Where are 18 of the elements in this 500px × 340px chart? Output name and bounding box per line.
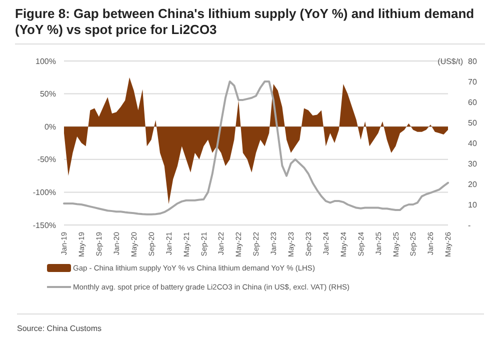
y2-axis-title: (US$/t) <box>438 56 464 66</box>
chart-title: Figure 8: Gap between China's lithium supply (YoY %) and lithium demand (YoY %) vs spot price for Li2CO3 <box>15 6 474 37</box>
y2-tick-label: - <box>468 220 471 230</box>
source-note: Source: China Customs <box>17 324 102 333</box>
y2-tick-label: 40 <box>468 138 478 148</box>
y-tick-label: 100% <box>36 56 56 66</box>
y2-tick-label: 50 <box>468 118 478 128</box>
y-tick-label: -50% <box>37 155 56 164</box>
y2-tick-label: 70 <box>468 77 478 86</box>
y-tick-label: -150% <box>32 220 56 230</box>
y2-tick-label: 60 <box>468 98 478 107</box>
y2-tick-label: 30 <box>468 159 478 168</box>
y-tick-label: 0% <box>44 122 56 132</box>
y2-tick-label: 10 <box>468 200 478 210</box>
y-tick-label: 50% <box>40 90 56 99</box>
y2-tick-label: 20 <box>468 180 478 189</box>
y-tick-label: -100% <box>32 188 56 197</box>
y2-tick-label: 80 <box>468 56 478 66</box>
